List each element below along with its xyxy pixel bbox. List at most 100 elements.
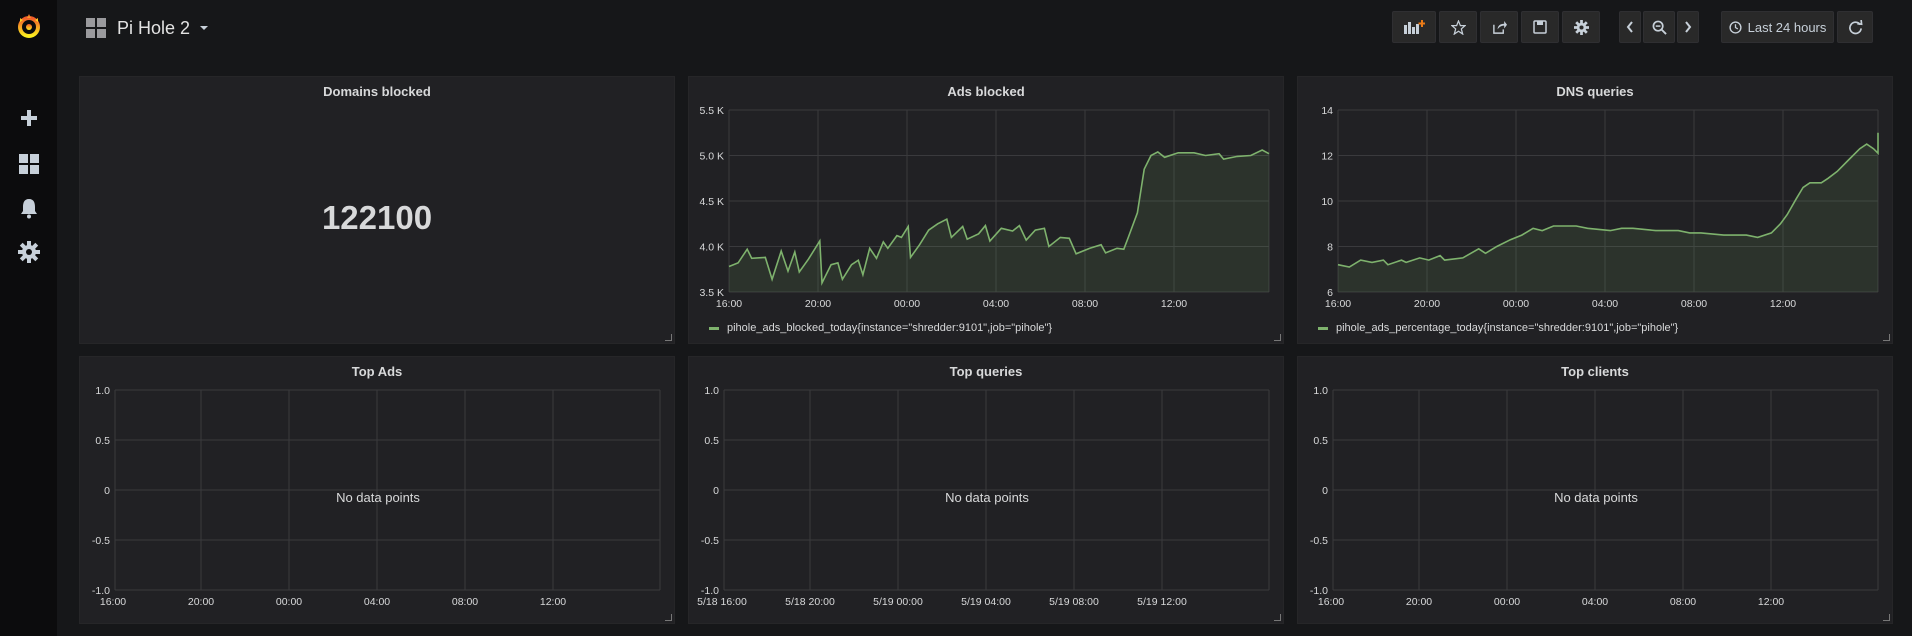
y-tick-label: 14	[1321, 105, 1333, 117]
panel-ads-blocked[interactable]: Ads blocked 5.5 K 5.0 K 4.5 K 4.0 K 3.5 K 16:…	[688, 76, 1284, 344]
x-tick-label: 04:00	[1592, 298, 1618, 310]
time-shift-forward-button[interactable]	[1677, 11, 1699, 43]
time-picker-button[interactable]: Last 24 hours	[1721, 11, 1834, 43]
panel-dns-queries[interactable]: DNS queries 14 12 10 8 6 16:00 20:00 00:00 04:00…	[1297, 76, 1893, 344]
x-tick-label: 08:00	[1670, 596, 1696, 608]
x-tick-label: 5/19 04:00	[961, 596, 1011, 608]
y-tick-label: 4.0 K	[699, 242, 724, 254]
top-queries-graph[interactable]: 1.0 0.5 0 -0.5 -1.05/18 16:00 5/18 20:00 5/19 …	[689, 357, 1285, 625]
resize-handle[interactable]	[1274, 614, 1281, 621]
zoom-out-button[interactable]	[1643, 11, 1675, 43]
series-line[interactable]	[728, 149, 1270, 286]
x-tick-label: 20:00	[1414, 298, 1440, 310]
legend-swatch	[709, 326, 719, 330]
series-line[interactable]	[1337, 132, 1879, 268]
gear-icon	[17, 241, 40, 263]
y-tick-label: 0.5	[1313, 435, 1328, 447]
dashboards-icon	[18, 154, 39, 174]
add-panel-button[interactable]	[1392, 11, 1436, 43]
x-tick-label: 12:00	[1770, 298, 1796, 310]
x-tick-label: 08:00	[1072, 298, 1098, 310]
x-tick-label: 16:00	[716, 298, 742, 310]
panel-title[interactable]: Domains blocked	[323, 84, 431, 99]
time-shift-back-button[interactable]	[1619, 11, 1641, 43]
share-button[interactable]	[1480, 11, 1518, 43]
refresh-button[interactable]	[1837, 11, 1873, 43]
y-tick-label: 0	[713, 485, 719, 497]
legend-label: pihole_ads_blocked_today{instance="shred…	[727, 322, 1053, 334]
save-button[interactable]	[1521, 11, 1559, 43]
dashboard-navbar: Pi Hole 2 Last 24 hours	[57, 0, 1912, 58]
ads-blocked-graph[interactable]: 5.5 K 5.0 K 4.5 K 4.0 K 3.5 K16:00 20:00 00:00…	[689, 77, 1285, 345]
resize-handle[interactable]	[665, 614, 672, 621]
panel-top-clients[interactable]: Top clients 1.0 0.5 0 -0.5 -1.0 16:00 20:00 00:…	[1297, 356, 1893, 624]
resize-handle[interactable]	[1883, 334, 1890, 341]
x-tick-label: 5/18 16:00	[697, 596, 747, 608]
y-tick-label: 12	[1321, 151, 1333, 163]
sidebar	[0, 0, 57, 636]
y-tick-label: 1.0	[704, 385, 719, 397]
x-tick-label: 5/19 00:00	[873, 596, 923, 608]
resize-handle[interactable]	[665, 334, 672, 341]
legend-item[interactable]: pihole_ads_percentage_today{instance="sh…	[1318, 322, 1678, 334]
y-tick-label: 0.5	[95, 435, 110, 447]
y-tick-label: 0	[104, 485, 110, 497]
plus-icon	[20, 110, 37, 126]
caret-down-icon	[200, 26, 209, 30]
y-tick-label: -0.5	[92, 535, 110, 547]
y-tick-label: 5.5 K	[699, 105, 724, 117]
y-tick-label: 0.5	[704, 435, 719, 447]
time-range-label: Last 24 hours	[1747, 19, 1827, 35]
singlestat-value: 122100	[321, 199, 433, 236]
x-tick-label: 20:00	[805, 298, 831, 310]
no-data-message: No data points	[336, 490, 420, 505]
resize-handle[interactable]	[1274, 334, 1281, 341]
top-clients-graph[interactable]: 1.0 0.5 0 -0.5 -1.016:00 20:00 00:00 04:00 08:00…	[1298, 357, 1894, 625]
panel-title[interactable]: Top queries	[949, 364, 1023, 379]
dashboard-picker[interactable]: Pi Hole 2	[85, 13, 209, 43]
add-panel-icon	[1404, 20, 1425, 34]
legend-swatch	[1318, 326, 1328, 330]
dashboards-button[interactable]	[8, 146, 49, 182]
y-tick-label: 1.0	[95, 385, 110, 397]
panel-title[interactable]: Ads blocked	[947, 84, 1025, 99]
dns-queries-graph[interactable]: 14 12 10 8 616:00 20:00 00:00 04:00 08:00 12:00	[1298, 77, 1894, 345]
panel-domains-blocked[interactable]: Domains blocked 122100	[79, 76, 675, 344]
x-tick-label: 12:00	[1758, 596, 1784, 608]
y-tick-label: 5.0 K	[699, 151, 724, 163]
no-data-message: No data points	[945, 490, 1029, 505]
create-button[interactable]	[8, 100, 49, 136]
panel-title[interactable]: DNS queries	[1556, 84, 1634, 99]
legend-item[interactable]: pihole_ads_blocked_today{instance="shred…	[709, 322, 1052, 334]
y-tick-label: -0.5	[1310, 535, 1328, 547]
top-ads-graph[interactable]: 1.0 0.5 0 -0.5 -1.016:00 20:00 00:00 04:00 08:00…	[80, 357, 676, 625]
y-tick-label: 6	[1327, 287, 1333, 299]
no-data-message: No data points	[1554, 490, 1638, 505]
x-tick-label: 04:00	[1582, 596, 1608, 608]
y-tick-label: 8	[1327, 242, 1333, 254]
x-tick-label: 16:00	[1325, 298, 1351, 310]
save-icon	[1533, 20, 1547, 34]
x-tick-label: 08:00	[1681, 298, 1707, 310]
y-tick-label: -1.0	[1310, 585, 1328, 597]
settings-button[interactable]	[1562, 11, 1600, 43]
y-tick-label: 4.5 K	[699, 196, 724, 208]
y-tick-label: 0	[1322, 485, 1328, 497]
star-button[interactable]	[1439, 11, 1477, 43]
chevron-right-icon	[1685, 21, 1692, 33]
y-tick-label: -1.0	[701, 585, 719, 597]
alerting-button[interactable]	[8, 190, 49, 226]
panel-top-ads[interactable]: Top Ads 1.0 0.5 0 -0.5 -1.0 16:00 20:00 00:00 04…	[79, 356, 675, 624]
grafana-logo-icon	[17, 14, 40, 38]
x-tick-label: 5/19 12:00	[1137, 596, 1187, 608]
x-tick-label: 5/19 08:00	[1049, 596, 1099, 608]
panel-title[interactable]: Top clients	[1561, 364, 1629, 379]
dashboards-icon	[86, 18, 106, 38]
resize-handle[interactable]	[1883, 614, 1890, 621]
series-area	[729, 150, 1269, 292]
panel-top-queries[interactable]: Top queries 1.0 0.5 0 -0.5 -1.0 5/18 16:00 5/1…	[688, 356, 1284, 624]
configuration-button[interactable]	[8, 234, 49, 270]
panel-title[interactable]: Top Ads	[351, 364, 403, 379]
star-icon	[1450, 19, 1466, 35]
grafana-logo-button[interactable]	[8, 8, 49, 44]
